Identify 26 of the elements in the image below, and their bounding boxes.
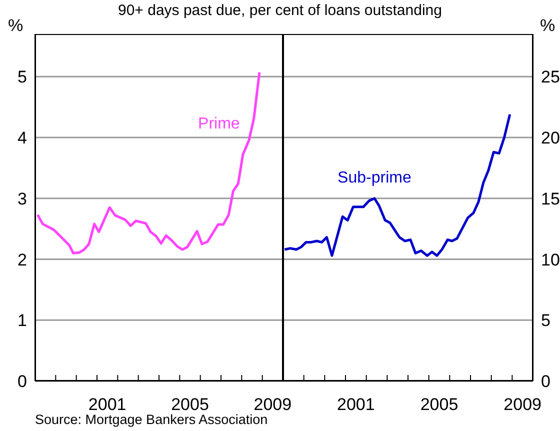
x-tick-label: 2009 — [254, 395, 292, 414]
y-tick-label: 3 — [18, 189, 27, 208]
line-series — [283, 113, 512, 257]
y-axis-title: % — [8, 16, 24, 36]
y-tick-label: 2 — [18, 250, 27, 270]
line-series — [36, 71, 261, 254]
x-tick-label: 2001 — [88, 395, 126, 414]
series-label: Prime — [198, 116, 240, 133]
series-label: Sub-prime — [338, 169, 412, 186]
x-tick-label: 2009 — [504, 395, 542, 414]
y2-tick-label: 0 — [541, 372, 550, 392]
y2-tick-label: 25 — [541, 68, 560, 87]
y2-tick-label: 20 — [541, 128, 560, 148]
y2-tick-label: 15 — [541, 189, 560, 208]
x-tick-label: 2005 — [171, 395, 209, 414]
y2-tick-label: 5 — [541, 311, 550, 330]
chart-title: 90+ days past due, per cent of loans outstanding — [118, 2, 442, 19]
y-tick-label: 5 — [18, 68, 27, 87]
source-note: Source: Mortgage Bankers Association — [35, 412, 268, 427]
y2-tick-label: 10 — [541, 250, 560, 270]
y-tick-label: 1 — [18, 311, 27, 330]
x-tick-label: 2001 — [337, 395, 375, 414]
y-tick-label: 0 — [18, 372, 27, 392]
y-tick-label: 4 — [18, 128, 27, 148]
x-tick-label: 2005 — [420, 395, 458, 414]
y2-axis-title: % — [540, 16, 556, 36]
